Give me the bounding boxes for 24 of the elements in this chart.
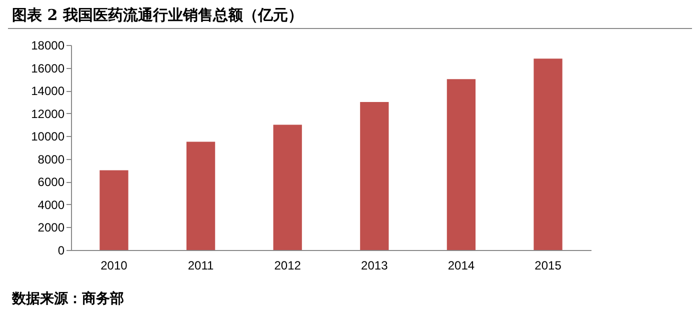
y-tick-label: 16000 bbox=[31, 61, 65, 76]
x-tick-label: 2013 bbox=[361, 258, 388, 272]
y-tick-label: 14000 bbox=[31, 84, 65, 98]
y-tick-label: 6000 bbox=[38, 175, 65, 190]
bar bbox=[534, 58, 562, 250]
y-tick-label: 18000 bbox=[31, 38, 65, 52]
x-tick-label: 2014 bbox=[448, 258, 475, 272]
x-tick-label: 2012 bbox=[274, 258, 302, 272]
y-tick-label: 0 bbox=[58, 244, 65, 258]
bar bbox=[273, 124, 302, 250]
y-tick-label: 4000 bbox=[38, 198, 65, 212]
y-tick-label: 12000 bbox=[31, 106, 65, 121]
chart-title: 图表 2 我国医药流通行业销售总额（亿元） bbox=[12, 6, 303, 25]
bar bbox=[100, 170, 128, 250]
source-note: 数据来源：商务部 bbox=[12, 290, 124, 308]
x-tick-label: 2011 bbox=[188, 258, 214, 272]
y-tick-label: 10000 bbox=[31, 130, 65, 144]
bar bbox=[360, 102, 389, 250]
x-tick-label: 2010 bbox=[100, 258, 128, 272]
bar bbox=[186, 142, 216, 250]
y-tick-label: 8000 bbox=[38, 152, 65, 166]
x-tick-label: 2015 bbox=[534, 258, 562, 272]
y-tick-label: 2000 bbox=[38, 220, 65, 235]
bar bbox=[446, 79, 476, 250]
